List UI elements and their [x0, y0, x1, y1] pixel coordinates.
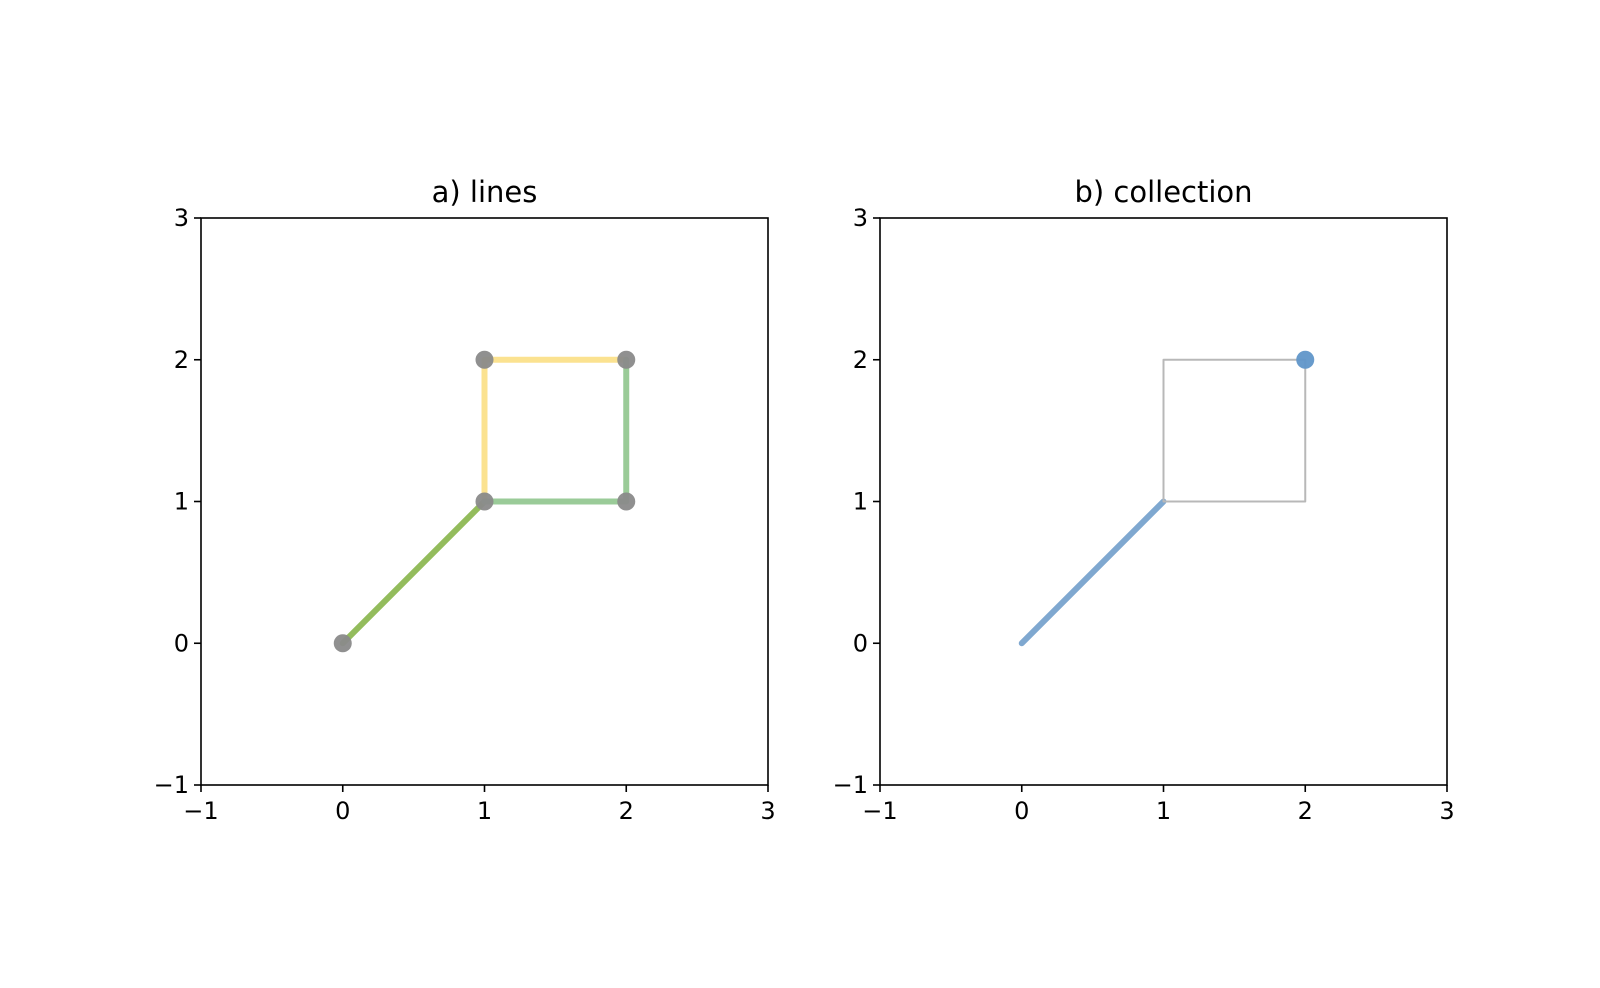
x-tick-label: 0: [1014, 797, 1029, 825]
x-tick-label: 3: [760, 797, 775, 825]
point: [617, 350, 636, 369]
y-tick-label: 2: [853, 346, 868, 374]
line: [1018, 498, 1167, 647]
x-tick-label: 0: [335, 797, 350, 825]
x-tick-label: 2: [619, 797, 634, 825]
point: [1296, 350, 1315, 369]
x-tick-label: 2: [1298, 797, 1313, 825]
line: [339, 498, 488, 647]
x-tick-label: 1: [1156, 797, 1171, 825]
y-tick-label: −1: [154, 771, 189, 799]
chart-title: b) collection: [1074, 175, 1252, 209]
point: [333, 634, 352, 653]
y-tick-label: 3: [853, 204, 868, 232]
y-tick-label: −1: [833, 771, 868, 799]
line: [1162, 358, 1307, 503]
x-tick-label: −1: [183, 797, 218, 825]
x-tick-label: −1: [862, 797, 897, 825]
x-tick-label: 3: [1439, 797, 1454, 825]
y-tick-label: 0: [174, 629, 189, 657]
point: [617, 492, 636, 511]
line: [481, 356, 630, 505]
y-tick-label: 3: [174, 204, 189, 232]
y-tick-label: 1: [174, 488, 189, 516]
y-tick-label: 2: [174, 346, 189, 374]
line: [481, 356, 630, 505]
x-tick-label: 1: [477, 797, 492, 825]
y-tick-label: 1: [853, 488, 868, 516]
point: [475, 350, 494, 369]
y-tick-label: 0: [853, 629, 868, 657]
point: [475, 492, 494, 511]
chart-title: a) lines: [432, 175, 538, 209]
